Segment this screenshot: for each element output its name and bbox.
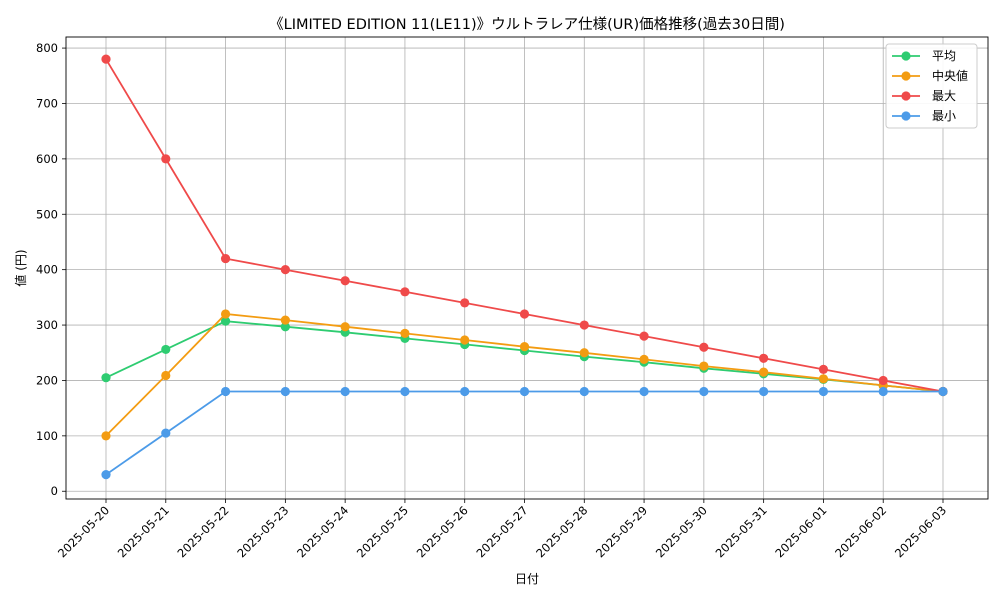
x-tick-label: 2025-05-30 (653, 503, 710, 560)
data-point (759, 386, 769, 397)
data-point (579, 320, 589, 330)
data-point (759, 367, 769, 377)
legend-marker (901, 71, 911, 81)
x-tick-label: 2025-05-28 (533, 503, 590, 560)
data-point (519, 342, 530, 352)
series-4 (101, 386, 948, 480)
data-point (699, 342, 709, 352)
data-point (400, 328, 410, 338)
data-point (579, 348, 589, 358)
data-point (460, 386, 470, 397)
legend-item: 最大 (892, 89, 956, 103)
data-point (400, 287, 410, 297)
x-tick-label: 2025-06-02 (832, 503, 889, 560)
data-point (161, 154, 171, 164)
x-axis: 2025-05-20 2025-05-21 2025-05-22 2025-05-23… (55, 499, 949, 560)
data-point (878, 386, 888, 397)
data-point (161, 428, 171, 438)
data-point (280, 315, 290, 325)
data-point (639, 354, 649, 365)
data-point (460, 335, 470, 345)
data-point (101, 373, 111, 383)
data-point (220, 309, 231, 319)
data-point (519, 309, 530, 319)
data-point (340, 386, 350, 397)
series-layer (101, 54, 948, 480)
x-tick-label: 2025-05-26 (414, 503, 471, 560)
data-point (220, 253, 231, 264)
data-point (280, 265, 290, 275)
data-point (519, 386, 530, 397)
legend-item: 平均 (892, 49, 956, 63)
data-point (161, 370, 171, 381)
data-point (340, 276, 350, 286)
x-tick-label: 2025-05-20 (55, 503, 112, 560)
data-point (400, 386, 410, 397)
chart-title: 《LIMITED EDITION 11(LE11)》ウルトラレア仕様(UR)価格… (269, 16, 785, 33)
x-axis-label: 日付 (515, 572, 539, 586)
data-point (101, 470, 111, 480)
y-tick-label: 500 (36, 207, 58, 221)
data-point (340, 322, 350, 332)
y-tick-label: 800 (36, 41, 58, 55)
legend-label: 最大 (932, 89, 956, 103)
y-axis-label: 値 (円) (13, 249, 28, 286)
x-tick-label: 2025-06-03 (892, 503, 949, 560)
x-tick-label: 2025-05-25 (354, 503, 411, 560)
data-point (639, 386, 649, 397)
legend-box (885, 43, 978, 129)
x-tick-label: 2025-05-27 (473, 503, 530, 560)
y-tick-label: 600 (36, 152, 58, 166)
grid-lines (66, 37, 988, 499)
data-point (818, 386, 829, 397)
data-point (699, 386, 709, 397)
data-point (101, 431, 111, 441)
legend-item: 最小 (892, 109, 956, 123)
y-axis: 0 100 200 300 400 500 600 700 800 (36, 41, 66, 498)
legend-label: 中央値 (932, 68, 968, 83)
legend-item: 中央値 (892, 68, 968, 83)
legend-marker (901, 91, 911, 101)
y-tick-label: 100 (36, 429, 58, 443)
data-point (161, 344, 171, 355)
data-point (818, 374, 829, 384)
data-point (699, 361, 709, 371)
data-point (878, 375, 888, 386)
data-point (280, 322, 290, 332)
legend-label: 平均 (932, 49, 956, 63)
x-tick-label: 2025-06-01 (772, 503, 829, 560)
data-point (460, 298, 470, 308)
data-point (220, 386, 231, 397)
data-point (639, 331, 649, 341)
legend-marker (901, 111, 911, 121)
data-point (818, 364, 829, 374)
x-tick-label: 2025-05-23 (234, 503, 291, 560)
data-point (101, 54, 111, 64)
x-tick-label: 2025-05-24 (294, 503, 351, 560)
y-tick-label: 200 (36, 373, 58, 387)
data-point (280, 386, 290, 397)
y-tick-label: 0 (51, 484, 58, 498)
legend-label: 最小 (932, 109, 956, 123)
y-tick-label: 300 (36, 318, 58, 332)
x-tick-label: 2025-05-31 (713, 503, 770, 560)
x-tick-label: 2025-05-29 (593, 503, 650, 560)
data-point (220, 316, 231, 326)
data-point (938, 386, 948, 397)
legend-marker (901, 51, 911, 61)
y-tick-label: 700 (36, 96, 58, 110)
data-point (579, 386, 589, 397)
x-tick-label: 2025-05-21 (115, 503, 172, 560)
data-point (759, 353, 769, 363)
x-tick-label: 2025-05-22 (175, 503, 232, 560)
y-tick-label: 400 (36, 263, 58, 277)
plot-frame (65, 36, 989, 500)
